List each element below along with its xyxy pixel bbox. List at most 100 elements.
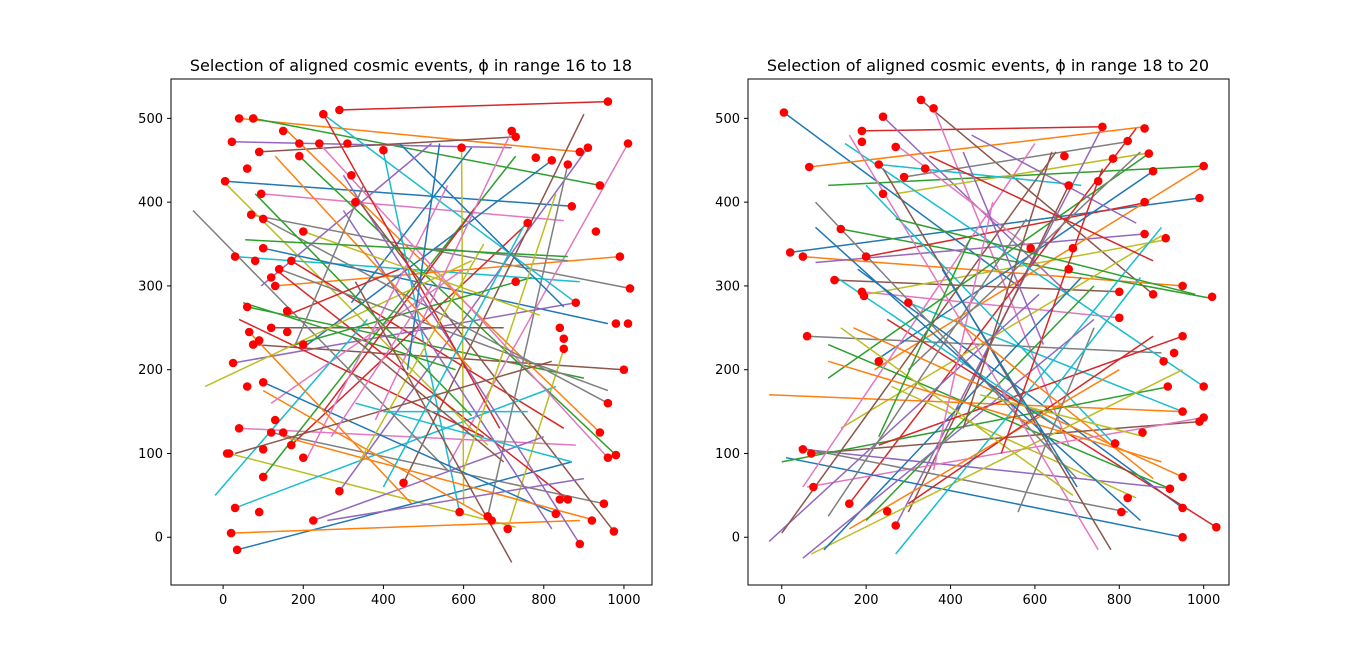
hit-marker (531, 153, 541, 162)
track-line (815, 233, 1145, 264)
hit-marker (309, 516, 318, 525)
track-line (857, 268, 1184, 509)
hit-marker (563, 495, 573, 504)
hit-marker (567, 202, 577, 211)
x-tick-label: 1000 (1187, 593, 1220, 608)
chart-right-frame (747, 78, 1230, 586)
chart-left-ticks: 0 200 400 600 800 1000 0 100 200 300 400 500 (138, 112, 640, 608)
hit-marker (891, 142, 900, 152)
track-line (1042, 277, 1141, 404)
hit-marker (785, 248, 795, 257)
hit-marker (1199, 382, 1208, 391)
track-line (318, 142, 609, 459)
track-line (242, 301, 456, 371)
track-line (248, 331, 413, 505)
hit-marker (878, 112, 888, 121)
hit-marker (270, 415, 280, 425)
hit-marker (351, 197, 360, 207)
track-line (907, 335, 1154, 505)
track-line (790, 197, 1200, 254)
track-line (865, 285, 1095, 522)
hit-marker (295, 139, 304, 148)
track-line (814, 201, 1078, 480)
hit-marker (904, 298, 913, 308)
track-line (827, 360, 1162, 463)
track-line (247, 306, 585, 379)
hit-marker (335, 105, 344, 115)
track-line (882, 168, 1112, 551)
hit-marker (254, 507, 264, 517)
track-line (840, 327, 1074, 497)
y-tick-label: 0 (732, 531, 740, 546)
track-line (239, 117, 580, 153)
track-line (382, 218, 529, 488)
hit-marker (609, 527, 619, 536)
track-line (827, 343, 1171, 490)
hit-marker (1207, 292, 1217, 302)
hit-marker (258, 214, 268, 224)
hit-marker (845, 499, 854, 509)
track-line (283, 435, 597, 522)
hit-marker (1199, 413, 1208, 422)
track-line (840, 228, 1213, 300)
hit-marker (379, 145, 388, 155)
hit-marker (1123, 493, 1132, 503)
hit-marker (487, 516, 497, 525)
hit-marker (623, 319, 633, 328)
track-line (338, 147, 589, 492)
hit-marker (1140, 229, 1149, 239)
track-line (954, 318, 1154, 480)
track-line (355, 402, 572, 463)
track-line (286, 268, 400, 316)
hit-marker (274, 264, 284, 274)
track-line (295, 276, 533, 346)
track-line (932, 201, 994, 471)
hit-marker (226, 528, 236, 538)
hit-marker (874, 160, 884, 169)
y-tick-label: 400 (138, 196, 163, 211)
track-line (322, 113, 501, 429)
hit-marker (563, 160, 573, 169)
hit-marker (1195, 193, 1204, 203)
hit-marker (1064, 181, 1073, 190)
track-line (848, 134, 1099, 551)
track-line (234, 385, 557, 509)
track-line (262, 381, 553, 513)
hit-marker (315, 139, 324, 148)
track-line (895, 226, 1163, 555)
hit-marker (220, 176, 230, 186)
track-line (802, 448, 1175, 490)
track-line (278, 268, 609, 392)
hit-marker (503, 524, 512, 534)
hit-marker (1110, 439, 1120, 448)
hit-marker (246, 210, 256, 219)
hit-marker (254, 336, 264, 345)
track-line (294, 185, 365, 345)
hit-marker (891, 521, 900, 530)
hit-marker (1108, 154, 1118, 163)
hit-marker (575, 147, 585, 157)
hit-marker (1178, 472, 1187, 482)
hit-marker (623, 139, 633, 148)
hit-marker (603, 453, 613, 463)
hit-marker (457, 143, 466, 152)
hit-marker (1148, 290, 1158, 299)
hit-marker (551, 509, 561, 519)
hit-marker (1026, 243, 1035, 253)
y-tick-label: 500 (138, 112, 163, 127)
hit-marker (258, 445, 268, 454)
hit-marker (230, 252, 240, 261)
hit-marker (1148, 166, 1158, 176)
track-line (802, 143, 1036, 488)
y-tick-label: 300 (715, 279, 740, 294)
y-tick-label: 200 (138, 363, 163, 378)
hit-marker (1115, 313, 1124, 323)
hit-marker (266, 323, 276, 333)
hit-marker (455, 507, 464, 517)
track-line (865, 239, 1166, 296)
track-line (274, 155, 473, 371)
track-line (798, 446, 1128, 513)
hit-marker (625, 284, 635, 293)
